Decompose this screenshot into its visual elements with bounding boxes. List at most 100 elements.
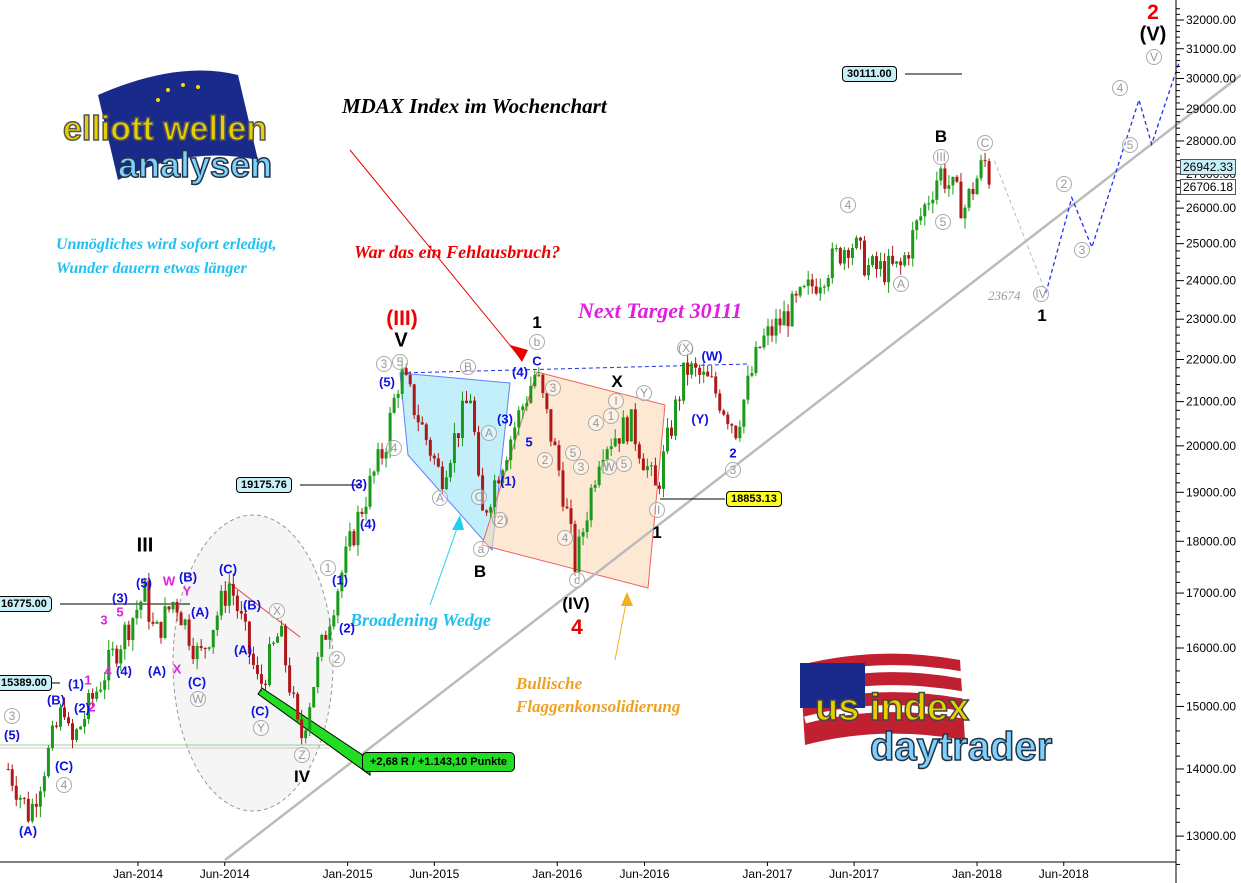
y-tick-label: 14000.00 bbox=[1186, 762, 1236, 776]
candle-body bbox=[963, 207, 967, 219]
candle-body bbox=[931, 199, 935, 204]
candle-body bbox=[589, 487, 593, 521]
candle-body bbox=[272, 642, 276, 644]
candle-body bbox=[661, 451, 665, 489]
candle-body bbox=[826, 278, 830, 287]
wave-label: 5 bbox=[392, 354, 408, 370]
wave-label: 4 bbox=[588, 415, 604, 431]
candle-body bbox=[139, 601, 143, 610]
us-index-daytrader-logo: us index daytrader bbox=[800, 645, 1100, 775]
candle-body bbox=[440, 466, 444, 490]
candle-body bbox=[987, 161, 991, 185]
candle-body bbox=[388, 412, 392, 453]
candle-body bbox=[320, 634, 324, 657]
wave-label: III bbox=[136, 534, 154, 557]
candle-body bbox=[951, 176, 955, 186]
wave-label: c bbox=[569, 572, 585, 588]
wave-label: (B) bbox=[46, 692, 66, 708]
wave-label: III bbox=[933, 149, 949, 165]
x-tick-label: Jun-2016 bbox=[619, 867, 669, 881]
candle-body bbox=[87, 693, 91, 719]
candle-body bbox=[637, 444, 641, 459]
candle-body bbox=[199, 645, 203, 649]
candle-body bbox=[352, 531, 356, 546]
candle-body bbox=[259, 674, 263, 684]
candle-body bbox=[818, 287, 822, 294]
wave-label: (3) bbox=[351, 476, 367, 492]
candle-body bbox=[255, 664, 259, 675]
candle-body bbox=[509, 439, 513, 461]
candle-body bbox=[766, 326, 770, 336]
candle-body bbox=[786, 311, 790, 327]
wave-label: (C) bbox=[218, 561, 238, 577]
candle-body bbox=[983, 160, 987, 162]
candle-body bbox=[107, 649, 111, 681]
candle-body bbox=[915, 220, 919, 231]
candle-body bbox=[316, 656, 320, 688]
trade-result-badge: +2,68 R / +1.143,10 Punkte bbox=[362, 752, 515, 772]
y-tick-label: 19000.00 bbox=[1186, 485, 1236, 499]
candle-body bbox=[292, 692, 296, 694]
wave-label: (Y) bbox=[691, 411, 709, 427]
candle-body bbox=[416, 415, 420, 423]
candle-body bbox=[854, 237, 858, 249]
y-tick-label: 30000.00 bbox=[1186, 71, 1236, 85]
wave-label: 5 bbox=[565, 445, 581, 461]
candle-body bbox=[71, 723, 75, 740]
candle-body bbox=[714, 376, 718, 394]
wave-label: (5) bbox=[4, 727, 20, 743]
candle-body bbox=[617, 438, 621, 444]
candle-body bbox=[726, 414, 730, 425]
wave-label: 1 bbox=[1037, 306, 1047, 325]
candle-body bbox=[376, 449, 380, 472]
candle-body bbox=[123, 624, 127, 650]
candle-body bbox=[284, 625, 288, 666]
wave-label: W bbox=[190, 691, 206, 707]
wave-label: X bbox=[172, 661, 182, 677]
last-price-tag-2: 26706.18 bbox=[1180, 179, 1237, 195]
candle-body bbox=[332, 615, 336, 627]
wave-label: C bbox=[977, 135, 993, 151]
candle-body bbox=[866, 265, 870, 276]
trade-arrow bbox=[257, 687, 371, 776]
wave-label: 4 bbox=[557, 530, 573, 546]
candle-body bbox=[734, 425, 738, 439]
wave-label: 1 bbox=[603, 408, 619, 424]
x-tick-label: Jan-2014 bbox=[113, 867, 163, 881]
candle-body bbox=[581, 532, 585, 537]
candle-body bbox=[521, 406, 525, 411]
candle-body bbox=[959, 181, 963, 219]
candle-body bbox=[694, 363, 698, 368]
wave-label: 4 bbox=[386, 440, 402, 456]
candle-body bbox=[95, 691, 99, 699]
wave-label: Y bbox=[636, 385, 652, 401]
x-tick-label: Jan-2017 bbox=[742, 867, 792, 881]
candle-body bbox=[195, 645, 199, 660]
candle-body bbox=[794, 293, 798, 296]
candle-body bbox=[782, 311, 786, 326]
wave-label: (1) bbox=[68, 676, 84, 692]
wave-label: (3) bbox=[112, 590, 128, 606]
candle-body bbox=[533, 374, 537, 387]
candle-body bbox=[830, 248, 834, 279]
wave-label: 2 bbox=[1056, 176, 1072, 192]
candle-body bbox=[344, 546, 348, 573]
candle-body bbox=[738, 426, 742, 439]
wave-label: C bbox=[532, 353, 542, 369]
candle-body bbox=[493, 480, 497, 508]
wave-label: 5 bbox=[116, 604, 124, 620]
candle-body bbox=[119, 649, 123, 664]
candle-body bbox=[710, 376, 714, 378]
wave-label: 2 bbox=[729, 445, 737, 461]
candle-body bbox=[850, 248, 854, 258]
candle-body bbox=[686, 362, 690, 375]
wave-label: A bbox=[432, 490, 448, 506]
wave-label: (C) bbox=[250, 703, 270, 719]
candle-body bbox=[871, 256, 875, 266]
y-tick-label: 26000.00 bbox=[1186, 201, 1236, 215]
wave-label: (B) bbox=[242, 597, 262, 613]
candle-body bbox=[103, 680, 107, 690]
candle-body bbox=[235, 595, 239, 612]
wave-label: V bbox=[394, 329, 408, 352]
wave-label: W bbox=[601, 459, 617, 475]
